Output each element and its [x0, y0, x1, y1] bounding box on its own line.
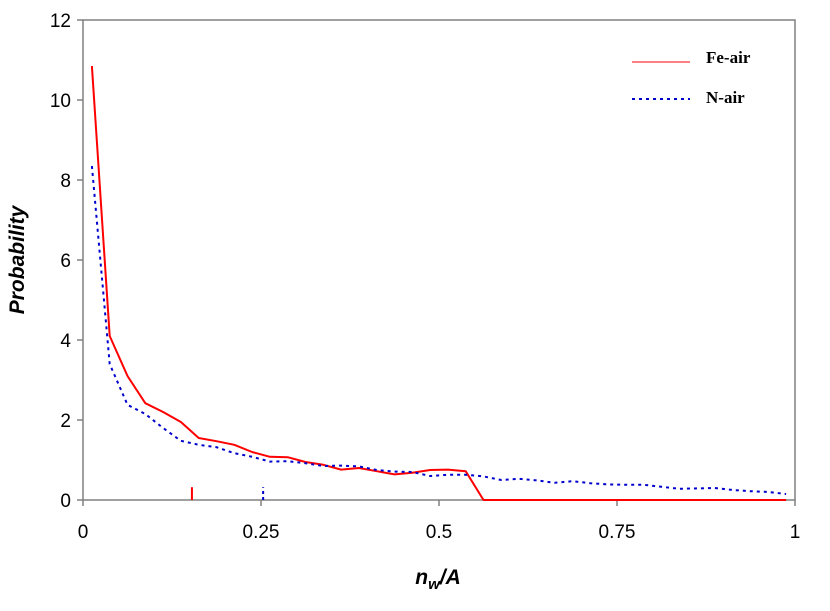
- x-axis-title-sub: w: [428, 576, 441, 593]
- series-layer: [90, 65, 787, 501]
- x-tick-label: 0.75: [599, 522, 636, 543]
- legend: Fe-air N-air: [632, 48, 751, 107]
- series-line-n-air: [90, 165, 787, 495]
- x-tick-label: 0: [78, 522, 89, 543]
- x-tick-label: 0.5: [426, 522, 452, 543]
- y-axis: 0 2 4 6 8 10 12: [50, 11, 83, 512]
- legend-label-fe-air: Fe-air: [706, 48, 751, 67]
- y-axis-title: Probability: [6, 204, 29, 314]
- legend-label-n-air: N-air: [706, 88, 745, 107]
- series-line-fe-air: [90, 65, 787, 501]
- y-tick-label: 0: [60, 491, 71, 512]
- x-axis-title-rest: /A: [439, 566, 461, 589]
- x-axis: 0 0.25 0.5 0.75 1: [78, 500, 801, 543]
- marker-layer: [190, 487, 265, 500]
- y-tick-label: 6: [60, 251, 71, 272]
- y-tick-label: 10: [50, 91, 71, 112]
- y-tick-label: 12: [50, 11, 71, 32]
- y-tick-label: 4: [60, 331, 71, 352]
- x-axis-title: nw/A: [415, 566, 461, 593]
- y-tick-label: 2: [60, 411, 71, 432]
- x-tick-label: 0.25: [243, 522, 280, 543]
- plot-area-frame: [82, 19, 796, 501]
- x-tick-label: 1: [790, 522, 801, 543]
- x-axis-title-main: n: [415, 566, 428, 589]
- y-tick-label: 8: [60, 171, 71, 192]
